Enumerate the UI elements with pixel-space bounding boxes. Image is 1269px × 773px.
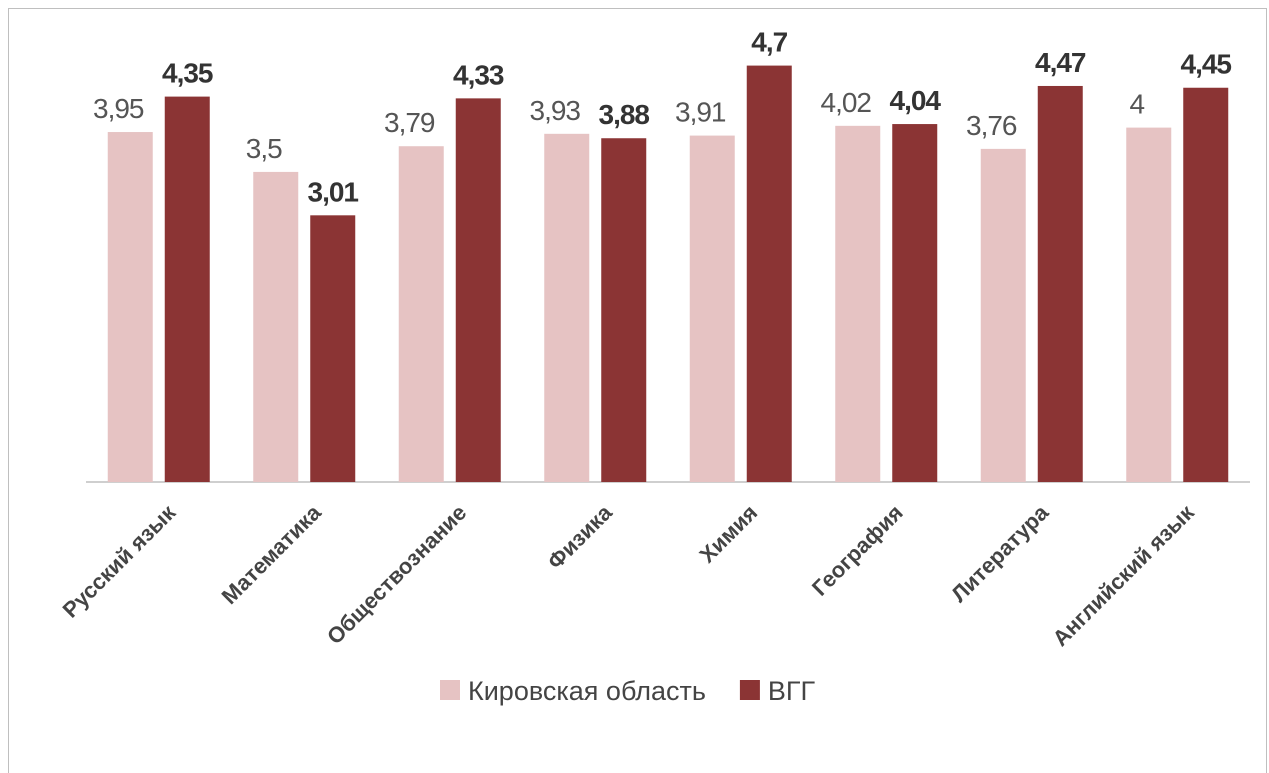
- legend-label: ВГГ: [768, 676, 816, 706]
- data-label: 3,01: [308, 176, 359, 207]
- bar: [107, 132, 153, 482]
- bar: [601, 138, 647, 482]
- bar: [980, 148, 1026, 482]
- data-label: 4,35: [162, 58, 213, 89]
- bar: [689, 135, 735, 483]
- data-label: 3,95: [93, 93, 144, 124]
- data-label: 3,93: [530, 95, 581, 126]
- x-tick-label: Литература: [946, 499, 1054, 607]
- data-label: 4: [1129, 89, 1144, 120]
- bar: [1037, 85, 1083, 482]
- bar: [164, 96, 210, 482]
- data-label: 4,47: [1035, 47, 1086, 78]
- bar: [310, 215, 356, 482]
- x-tick-label: Русский язык: [58, 499, 181, 622]
- bar: [892, 124, 938, 483]
- bar: [398, 146, 444, 483]
- chart-frame: [8, 8, 1267, 773]
- data-label: 3,76: [966, 110, 1017, 141]
- bar: [835, 125, 881, 482]
- data-label: 4,02: [821, 87, 872, 118]
- data-label: 3,79: [384, 107, 435, 138]
- data-label: 4,45: [1181, 49, 1232, 80]
- data-label: 3,91: [675, 97, 726, 128]
- legend-swatch: [739, 680, 760, 700]
- x-tick-label: Обществознание: [322, 500, 471, 649]
- bar: [746, 65, 792, 483]
- bar: [1126, 127, 1172, 482]
- data-label: 4,33: [453, 59, 504, 90]
- data-label: 3,5: [246, 133, 282, 164]
- data-label: 3,88: [599, 99, 650, 130]
- bar: [455, 98, 501, 483]
- bar: [253, 171, 299, 482]
- bar: [1183, 87, 1229, 483]
- x-tick-label: География: [807, 500, 908, 601]
- bar: [544, 133, 590, 483]
- x-tick-label: Физика: [543, 499, 618, 574]
- x-tick-label: Английский язык: [1048, 499, 1200, 651]
- data-label: 4,7: [751, 27, 787, 58]
- x-tick-label: Химия: [695, 500, 763, 568]
- legend-swatch: [440, 680, 460, 700]
- legend-label: Кировская область: [468, 676, 706, 706]
- data-label: 4,04: [890, 85, 942, 116]
- x-tick-label: Математика: [217, 499, 327, 609]
